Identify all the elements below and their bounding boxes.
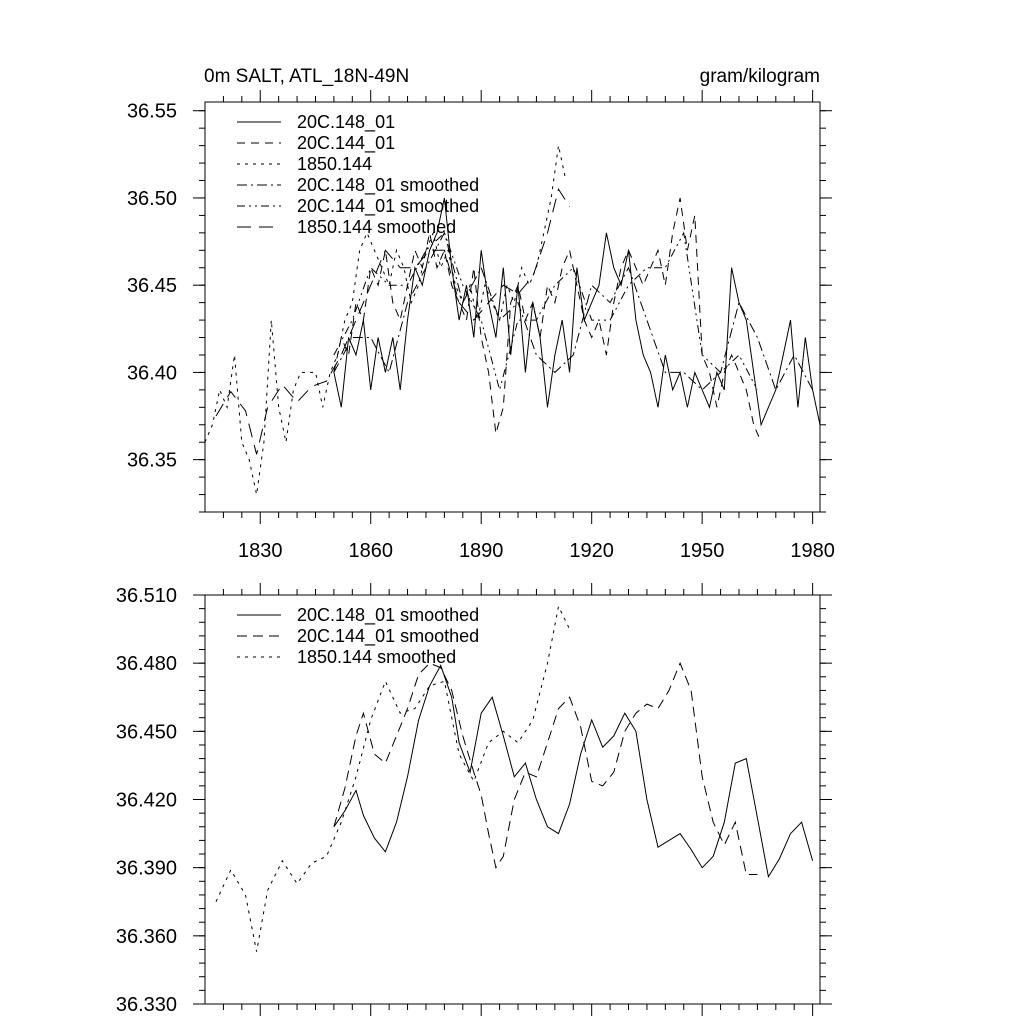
top-x-tick-label: 1860	[348, 540, 393, 562]
top-legend-label-5: 1850.144 smoothed	[297, 217, 456, 237]
bottom-y-tick-label: 36.480	[116, 653, 177, 675]
bottom-legend-label-0: 20C.148_01 smoothed	[297, 605, 479, 626]
chart-title-left: 0m SALT, ATL_18N-49N	[204, 66, 409, 87]
top-legend-label-3: 20C.148_01 smoothed	[297, 175, 479, 196]
top-legend-label-2: 1850.144	[297, 154, 372, 174]
bottom-y-tick-label: 36.360	[116, 926, 177, 948]
top-x-tick-label: 1950	[680, 540, 725, 562]
top-panel: 1830 1860 1890 1920 1950 1980 36.35 36.40 36.45 3…	[127, 90, 835, 562]
chart-units-right: gram/kilogram	[700, 66, 820, 87]
bottom-series-line-2	[215, 604, 571, 952]
top-x-tick-label: 1830	[238, 540, 283, 562]
bottom-y-tick-label: 36.450	[116, 721, 177, 743]
bottom-y-tick-label: 36.420	[116, 790, 177, 812]
top-plot-frame	[204, 101, 821, 513]
top-axis-ticks: 1830 1860 1890 1920 1950 1980 36.35 36.40 36.45 3…	[127, 90, 835, 562]
bottom-legend-label-1: 20C.144_01 smoothed	[297, 626, 479, 647]
top-legend-label-0: 20C.148_01	[297, 112, 395, 133]
bottom-y-tick-label: 36.510	[116, 585, 177, 607]
bottom-series-line-0	[333, 664, 814, 879]
top-x-tick-label: 1980	[790, 540, 835, 562]
top-series-line-0	[333, 197, 821, 427]
top-x-tick-label: 1890	[459, 540, 504, 562]
top-y-tick-label: 36.35	[127, 450, 177, 472]
bottom-axis-ticks: 36.330 36.360 36.390 36.420 36.450 36.480 36.5…	[116, 583, 832, 1016]
top-series-line-4	[333, 231, 758, 392]
bottom-y-tick-label: 36.330	[116, 994, 177, 1016]
top-y-tick-label: 36.40	[127, 362, 177, 384]
bottom-y-tick-label: 36.390	[116, 858, 177, 880]
bottom-legend-label-2: 1850.144 smoothed	[297, 647, 456, 667]
top-y-tick-label: 36.55	[127, 101, 177, 123]
top-y-tick-label: 36.45	[127, 275, 177, 297]
bottom-series-line-1	[333, 661, 758, 875]
top-x-tick-label: 1920	[569, 540, 614, 562]
bottom-series-lines	[215, 604, 814, 952]
top-legend-label-1: 20C.144_01	[297, 133, 395, 154]
bottom-panel: 36.330 36.360 36.390 36.420 36.450 36.480 36.5…	[116, 583, 832, 1016]
top-legend-label-4: 20C.144_01 smoothed	[297, 196, 479, 217]
top-series-line-1	[333, 197, 762, 443]
top-y-tick-label: 36.50	[127, 188, 177, 210]
top-series-lines	[204, 145, 821, 495]
top-series-line-3	[333, 231, 814, 392]
